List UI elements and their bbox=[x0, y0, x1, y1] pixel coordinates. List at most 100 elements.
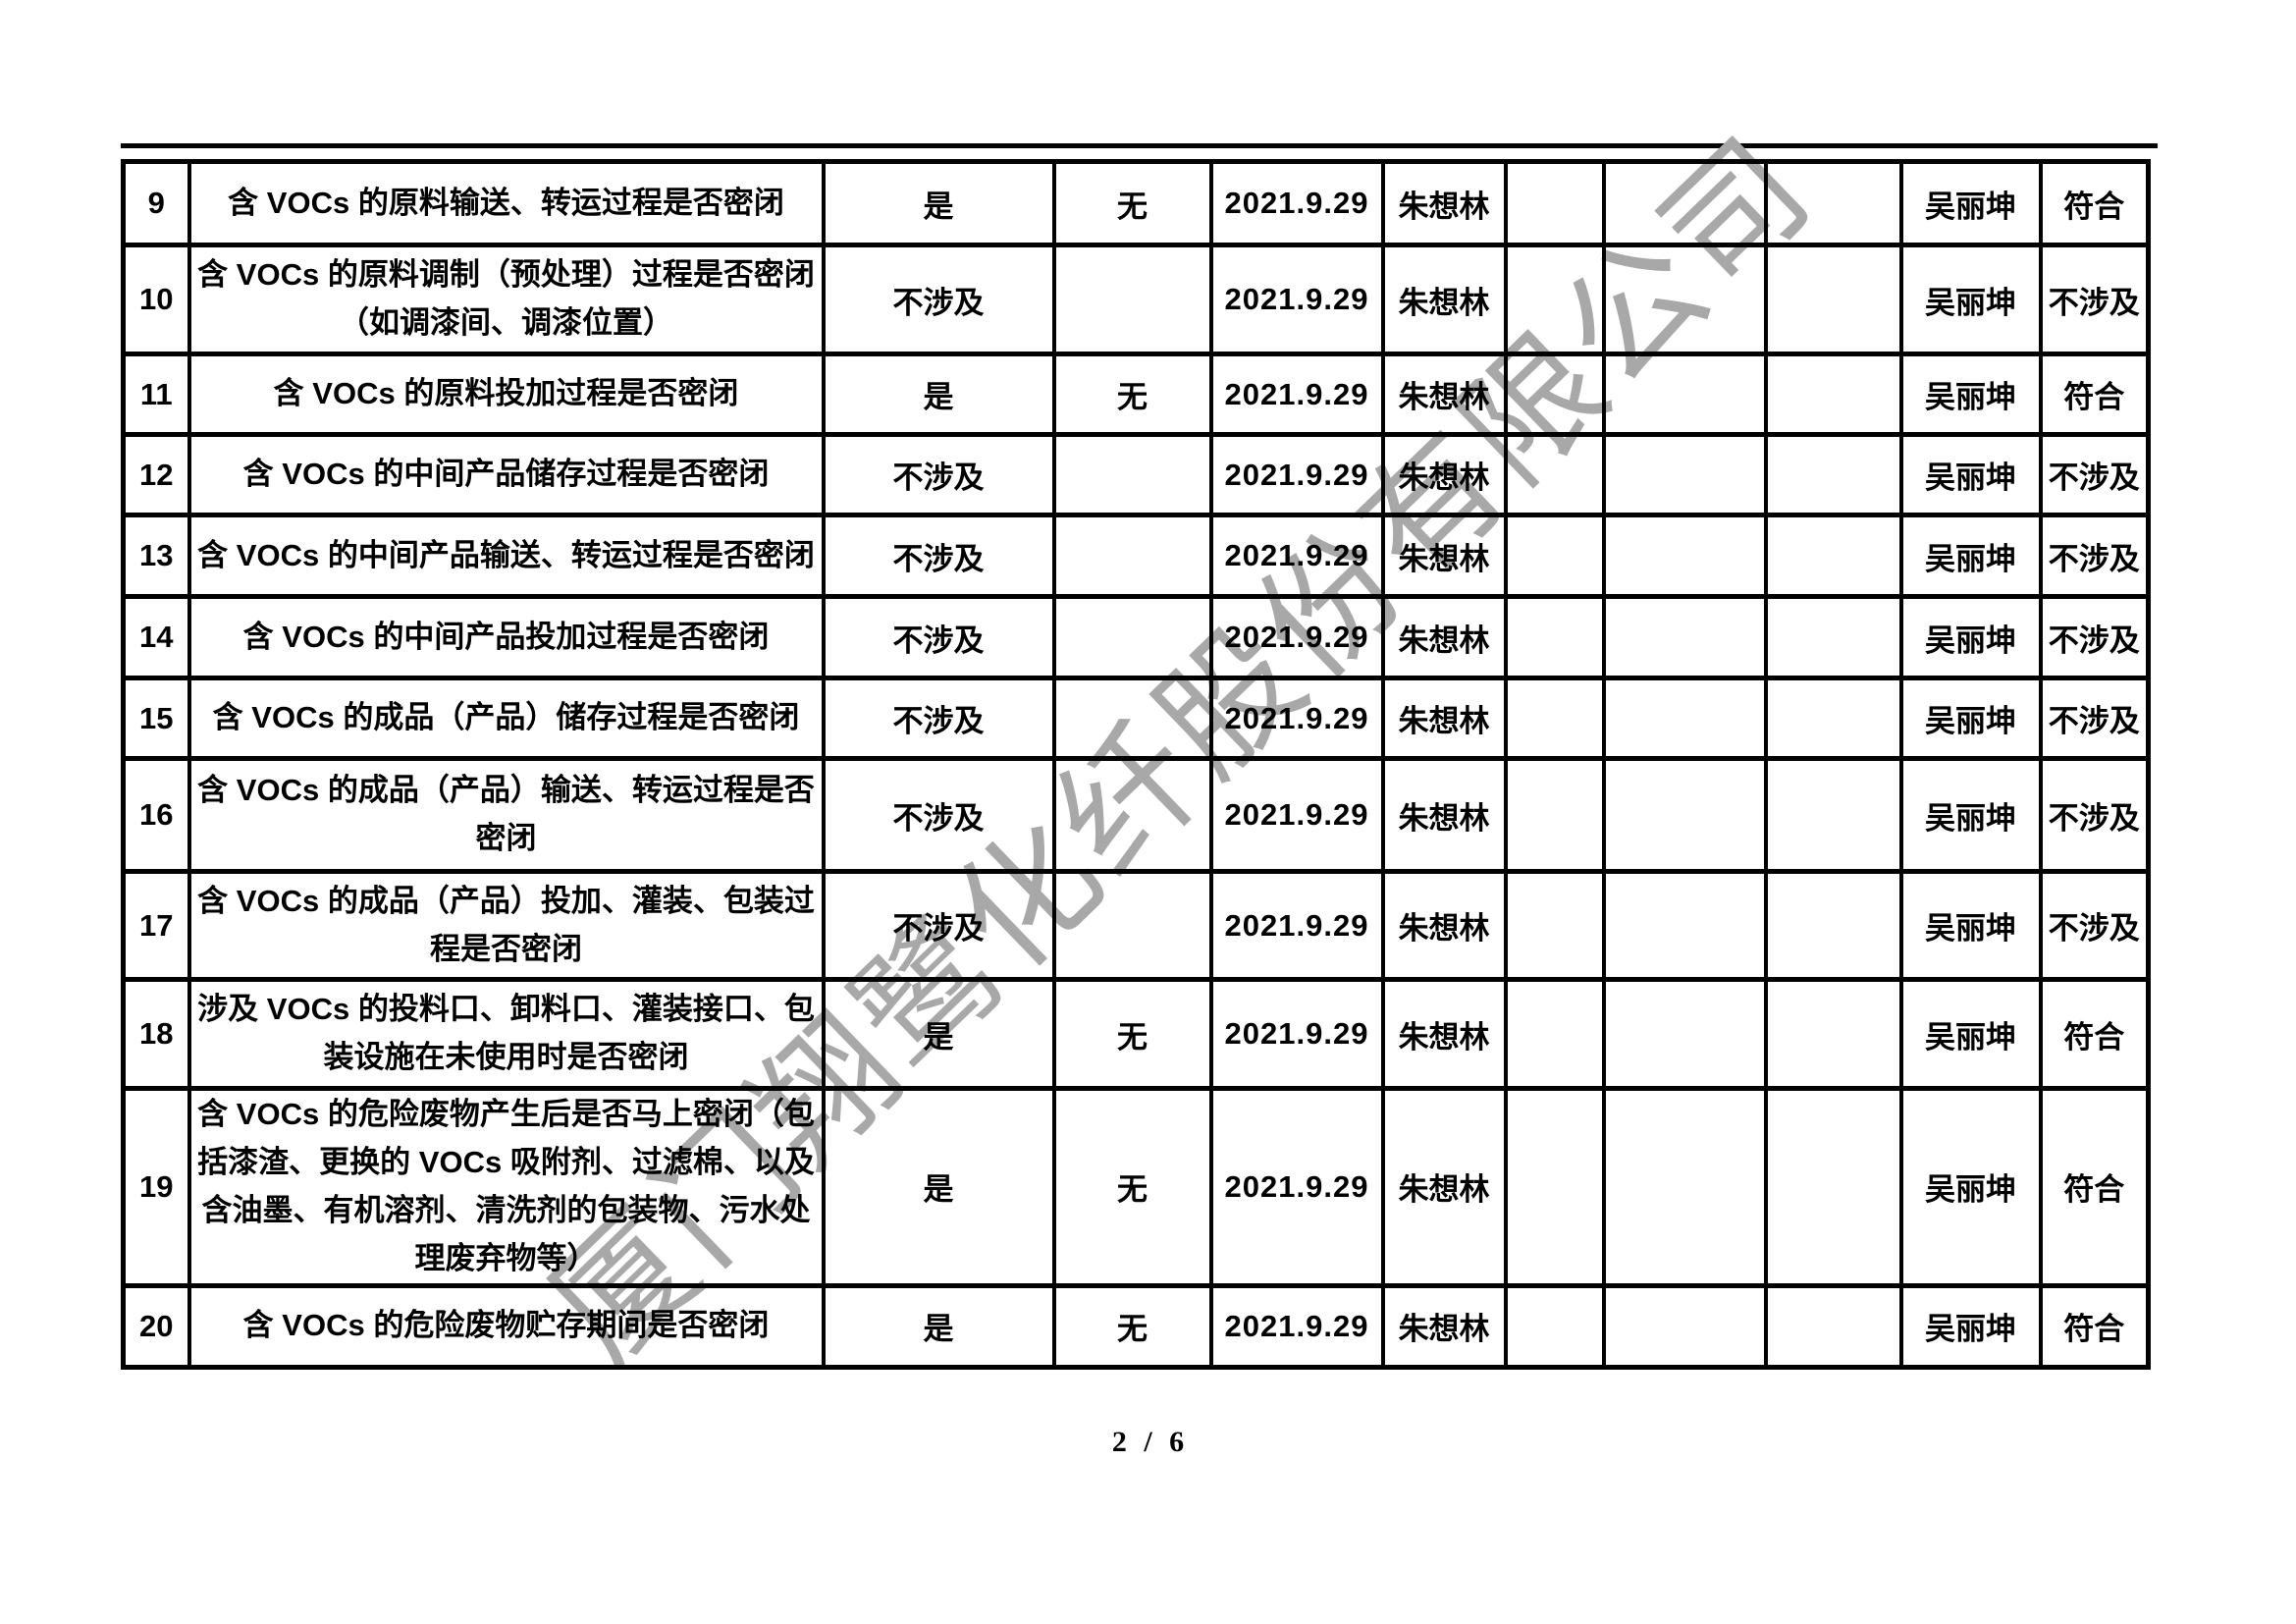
cell-c9 bbox=[1763, 977, 1903, 1091]
cell-reviewer: 吴丽坤 bbox=[1898, 352, 2043, 437]
cell-date: 2021.9.29 bbox=[1208, 676, 1385, 761]
cell-problem bbox=[1051, 869, 1213, 982]
cell-answer: 是 bbox=[821, 159, 1056, 247]
cell-no: 20 bbox=[121, 1282, 191, 1370]
table-row: 16 含 VOCs 的成品（产品）输送、转运过程是否密闭 不涉及 2021.9.29 朱… bbox=[121, 756, 2151, 874]
cell-inspector: 朱想林 bbox=[1380, 756, 1508, 874]
cell-problem: 无 bbox=[1051, 352, 1213, 437]
cell-date: 2021.9.29 bbox=[1208, 756, 1385, 874]
cell-c8 bbox=[1601, 1282, 1768, 1370]
cell-conclusion: 不涉及 bbox=[2038, 513, 2151, 599]
cell-c9 bbox=[1763, 594, 1903, 680]
cell-conclusion: 不涉及 bbox=[2038, 869, 2151, 982]
cell-answer: 不涉及 bbox=[821, 869, 1056, 982]
cell-no: 11 bbox=[121, 352, 191, 437]
cell-c8 bbox=[1601, 513, 1768, 599]
cell-c9 bbox=[1763, 1282, 1903, 1370]
cell-item: 含 VOCs 的原料输送、转运过程是否密闭 bbox=[187, 159, 826, 247]
cell-reviewer: 吴丽坤 bbox=[1898, 1086, 2043, 1288]
cell-c9 bbox=[1763, 869, 1903, 982]
cell-problem: 无 bbox=[1051, 977, 1213, 1091]
cell-answer: 不涉及 bbox=[821, 594, 1056, 680]
table-row: 19 含 VOCs 的危险废物产生后是否马上密闭（包括漆渣、更换的 VOCs 吸附… bbox=[121, 1086, 2151, 1288]
cell-item: 涉及 VOCs 的投料口、卸料口、灌装接口、包装设施在未使用时是否密闭 bbox=[187, 977, 826, 1091]
cell-date: 2021.9.29 bbox=[1208, 1086, 1385, 1288]
cell-no: 10 bbox=[121, 243, 191, 356]
cell-c8 bbox=[1601, 977, 1768, 1091]
cell-date: 2021.9.29 bbox=[1208, 352, 1385, 437]
cell-inspector: 朱想林 bbox=[1380, 352, 1508, 437]
cell-reviewer: 吴丽坤 bbox=[1898, 1282, 2043, 1370]
cell-c9 bbox=[1763, 352, 1903, 437]
cell-date: 2021.9.29 bbox=[1208, 869, 1385, 982]
cell-problem bbox=[1051, 756, 1213, 874]
cell-reviewer: 吴丽坤 bbox=[1898, 243, 2043, 356]
cell-reviewer: 吴丽坤 bbox=[1898, 869, 2043, 982]
cell-c9 bbox=[1763, 1086, 1903, 1288]
cell-no: 15 bbox=[121, 676, 191, 761]
cell-answer: 不涉及 bbox=[821, 756, 1056, 874]
cell-date: 2021.9.29 bbox=[1208, 1282, 1385, 1370]
cell-no: 16 bbox=[121, 756, 191, 874]
cell-inspector: 朱想林 bbox=[1380, 869, 1508, 982]
cell-answer: 不涉及 bbox=[821, 513, 1056, 599]
cell-c8 bbox=[1601, 352, 1768, 437]
cell-date: 2021.9.29 bbox=[1208, 243, 1385, 356]
cell-reviewer: 吴丽坤 bbox=[1898, 159, 2043, 247]
cell-no: 9 bbox=[121, 159, 191, 247]
cell-item: 含 VOCs 的危险废物贮存期间是否密闭 bbox=[187, 1282, 826, 1370]
cell-item: 含 VOCs 的成品（产品）储存过程是否密闭 bbox=[187, 676, 826, 761]
cell-c7 bbox=[1503, 869, 1606, 982]
cell-c8 bbox=[1601, 1086, 1768, 1288]
cell-problem bbox=[1051, 432, 1213, 517]
header-divider-line bbox=[121, 143, 2158, 148]
cell-problem: 无 bbox=[1051, 1282, 1213, 1370]
cell-c8 bbox=[1601, 159, 1768, 247]
cell-problem: 无 bbox=[1051, 159, 1213, 247]
cell-c9 bbox=[1763, 159, 1903, 247]
cell-answer: 是 bbox=[821, 1086, 1056, 1288]
cell-item: 含 VOCs 的成品（产品）投加、灌装、包装过程是否密闭 bbox=[187, 869, 826, 982]
cell-reviewer: 吴丽坤 bbox=[1898, 977, 2043, 1091]
cell-date: 2021.9.29 bbox=[1208, 432, 1385, 517]
cell-conclusion: 符合 bbox=[2038, 159, 2151, 247]
cell-c9 bbox=[1763, 432, 1903, 517]
cell-conclusion: 符合 bbox=[2038, 1282, 2151, 1370]
cell-inspector: 朱想林 bbox=[1380, 1086, 1508, 1288]
cell-conclusion: 符合 bbox=[2038, 352, 2151, 437]
cell-answer: 是 bbox=[821, 977, 1056, 1091]
cell-c7 bbox=[1503, 513, 1606, 599]
cell-no: 19 bbox=[121, 1086, 191, 1288]
cell-reviewer: 吴丽坤 bbox=[1898, 594, 2043, 680]
cell-no: 12 bbox=[121, 432, 191, 517]
cell-conclusion: 不涉及 bbox=[2038, 432, 2151, 517]
cell-conclusion: 不涉及 bbox=[2038, 243, 2151, 356]
cell-inspector: 朱想林 bbox=[1380, 1282, 1508, 1370]
cell-problem bbox=[1051, 676, 1213, 761]
cell-item: 含 VOCs 的原料调制（预处理）过程是否密闭（如调漆间、调漆位置） bbox=[187, 243, 826, 356]
cell-c7 bbox=[1503, 1282, 1606, 1370]
cell-date: 2021.9.29 bbox=[1208, 159, 1385, 247]
cell-c7 bbox=[1503, 159, 1606, 247]
table-row: 20 含 VOCs 的危险废物贮存期间是否密闭是无 2021.9.29 朱想林 吴丽坤符… bbox=[121, 1282, 2151, 1370]
table-row: 10 含 VOCs 的原料调制（预处理）过程是否密闭（如调漆间、调漆位置） 不涉及 2… bbox=[121, 243, 2151, 356]
cell-inspector: 朱想林 bbox=[1380, 977, 1508, 1091]
table-row: 17 含 VOCs 的成品（产品）投加、灌装、包装过程是否密闭 不涉及 2021.9.… bbox=[121, 869, 2151, 982]
cell-c7 bbox=[1503, 1086, 1606, 1288]
cell-item: 含 VOCs 的中间产品输送、转运过程是否密闭 bbox=[187, 513, 826, 599]
cell-no: 13 bbox=[121, 513, 191, 599]
cell-problem bbox=[1051, 243, 1213, 356]
cell-inspector: 朱想林 bbox=[1380, 432, 1508, 517]
cell-item: 含 VOCs 的原料投加过程是否密闭 bbox=[187, 352, 826, 437]
cell-conclusion: 不涉及 bbox=[2038, 676, 2151, 761]
cell-c8 bbox=[1601, 594, 1768, 680]
cell-c8 bbox=[1601, 756, 1768, 874]
cell-inspector: 朱想林 bbox=[1380, 594, 1508, 680]
cell-conclusion: 不涉及 bbox=[2038, 756, 2151, 874]
cell-inspector: 朱想林 bbox=[1380, 513, 1508, 599]
cell-item: 含 VOCs 的成品（产品）输送、转运过程是否密闭 bbox=[187, 756, 826, 874]
cell-c7 bbox=[1503, 594, 1606, 680]
